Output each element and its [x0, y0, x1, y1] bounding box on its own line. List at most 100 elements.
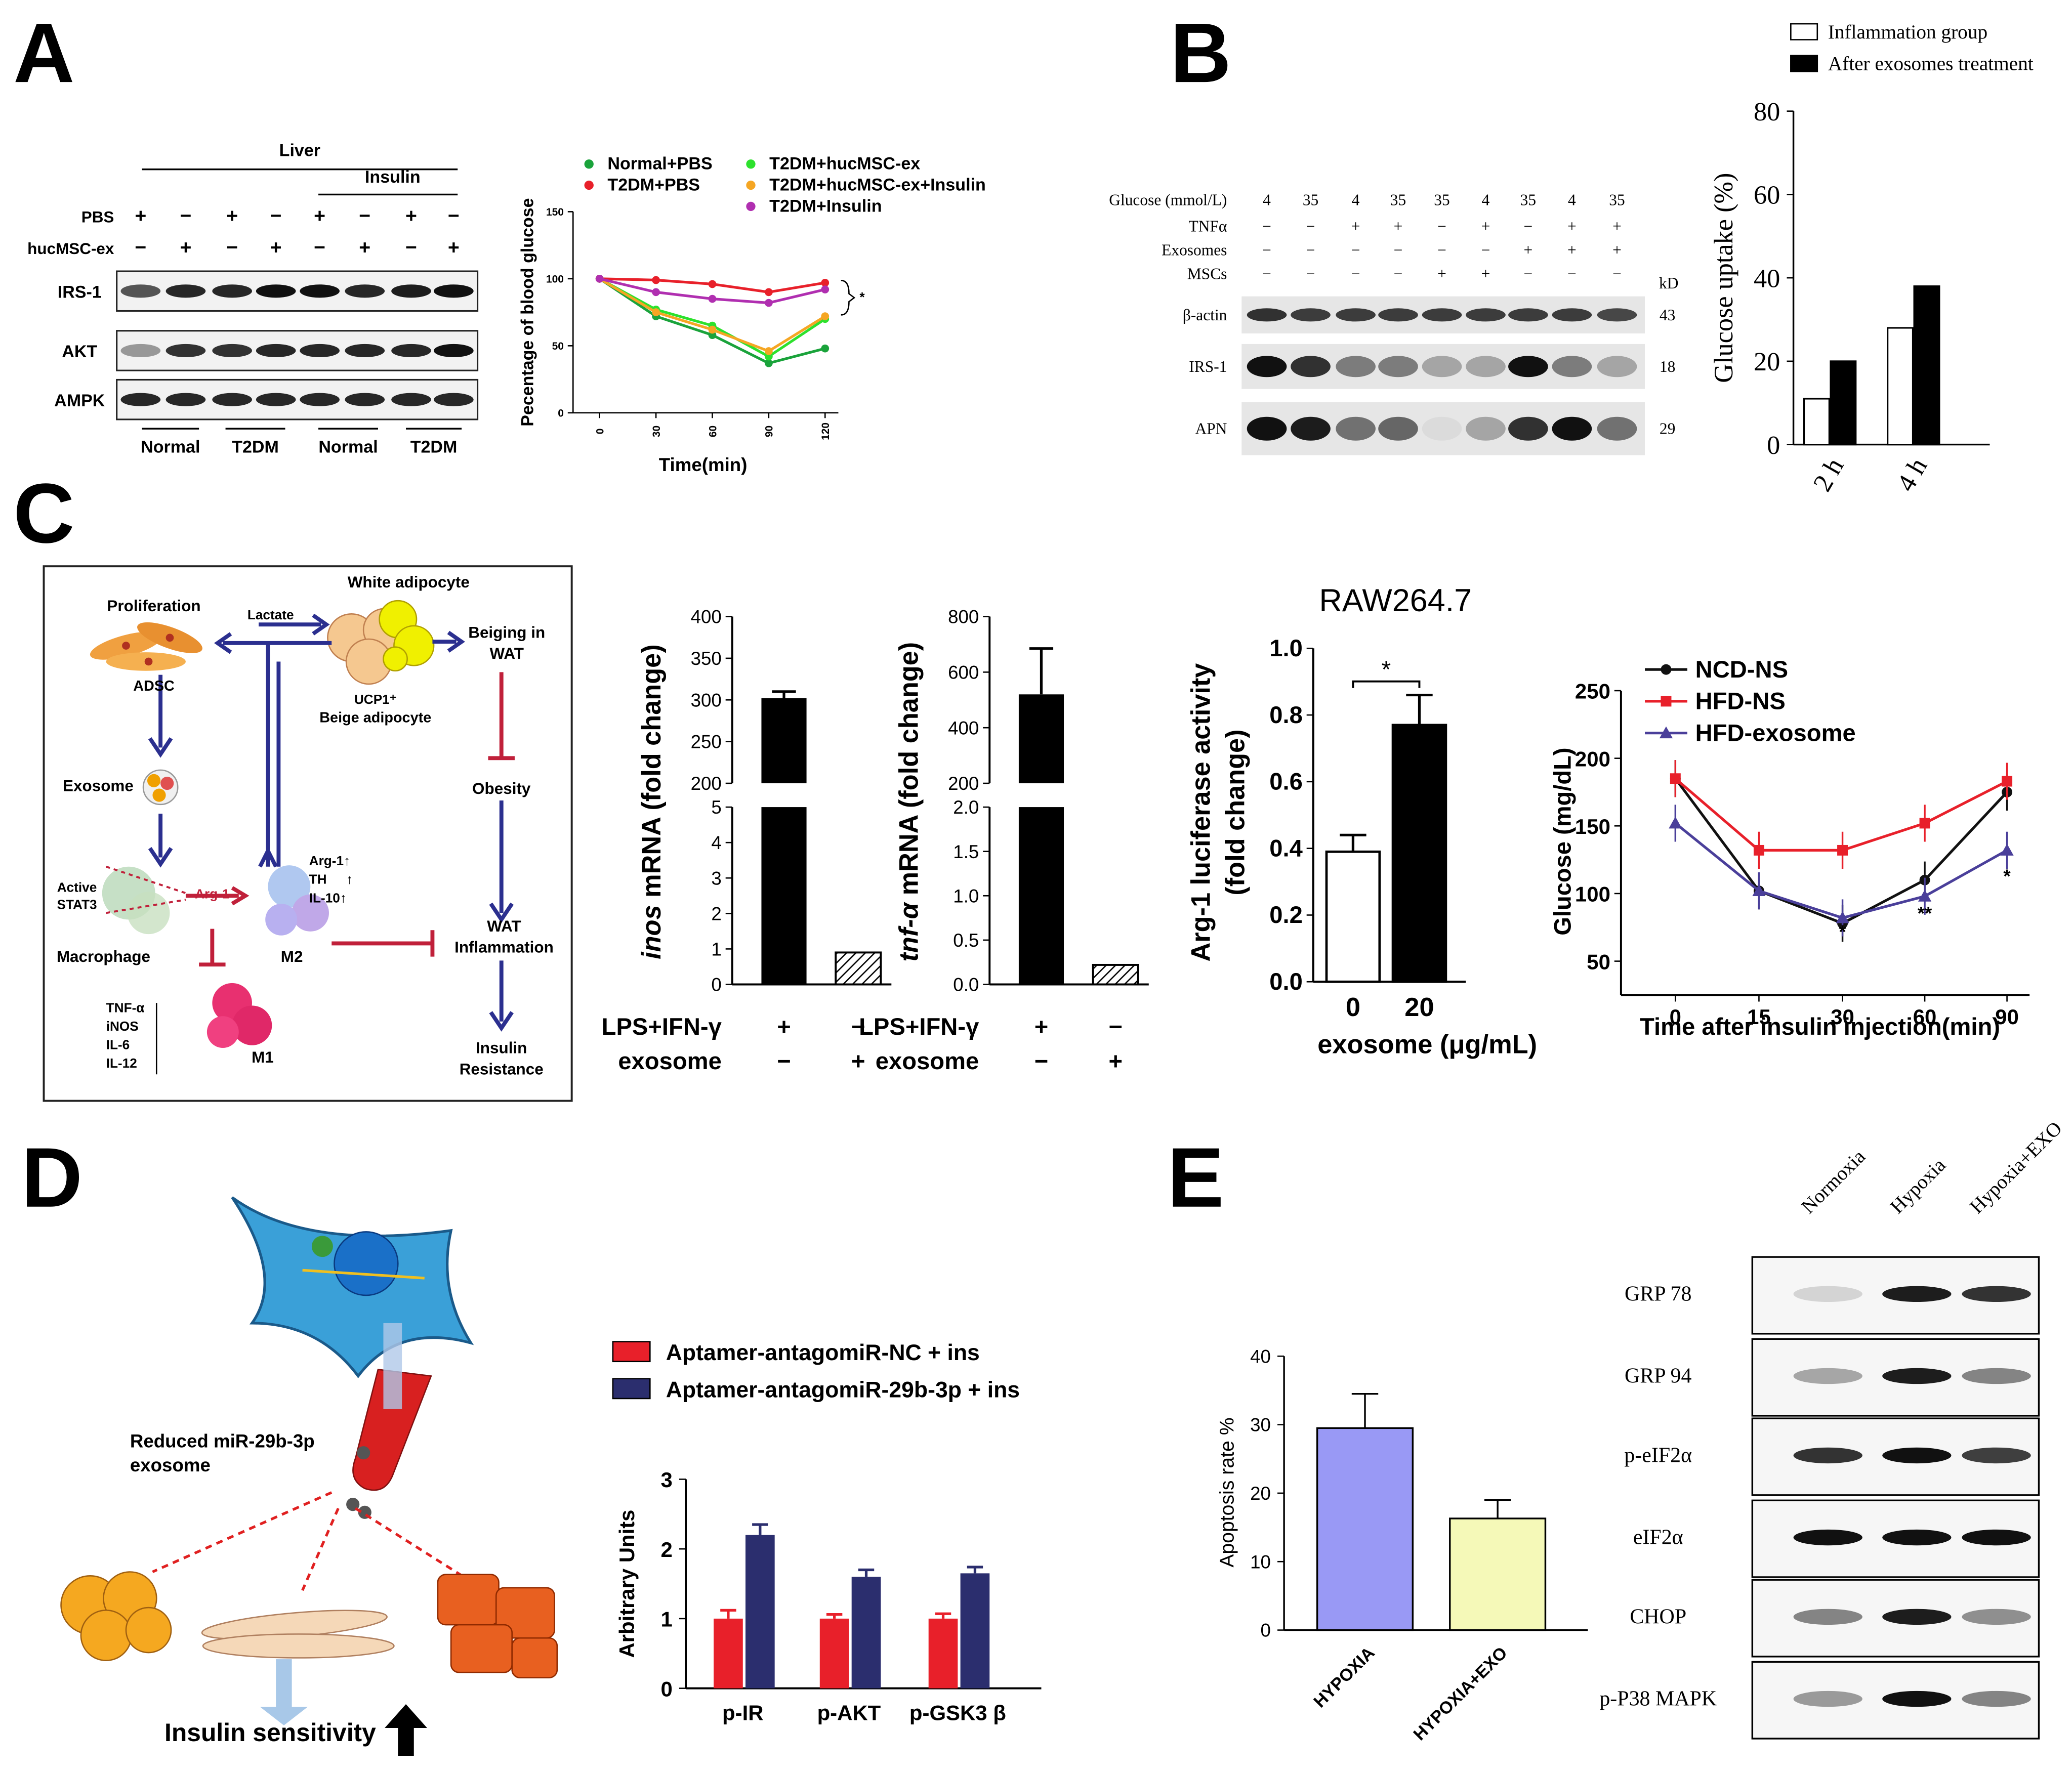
white-adipocyte-label: White adipocyte	[348, 573, 470, 591]
a-band-IRS-1	[212, 284, 252, 298]
legend-marker	[584, 180, 594, 190]
x-tick-label: 0	[1670, 1005, 1681, 1029]
liver-header: Liver	[279, 141, 320, 160]
data-point	[1752, 884, 1766, 897]
band-label: APN	[1195, 420, 1227, 438]
y-tick-label: 0	[558, 408, 564, 419]
hucmsc-sign: −	[135, 236, 146, 259]
condition-sign: 35	[1303, 191, 1318, 208]
condition-sign: −	[1394, 265, 1403, 283]
series-line-HFD-exosome	[1674, 822, 2008, 919]
bar-treated-lower	[1018, 807, 1064, 985]
series-line-HFD-NS	[1674, 777, 2008, 852]
row-sign: +	[1034, 1013, 1049, 1040]
pbs-row-label: PBS	[81, 208, 114, 226]
y-tick-label: 4	[711, 832, 721, 853]
group-label: T2DM	[232, 437, 279, 456]
b-band-IRS-1	[1422, 356, 1462, 377]
muscle-cells	[201, 1610, 395, 1659]
condition-sign: −	[1524, 265, 1533, 283]
condition-sign: 35	[1520, 191, 1536, 208]
inhibition-arrows	[185, 672, 515, 967]
y-tick-label: 40	[1754, 264, 1780, 293]
y-tick-label: 0.4	[1269, 834, 1303, 861]
condition-sign: −	[1351, 265, 1360, 283]
condition-sign: 35	[1390, 191, 1406, 208]
m2-marker-arg1: Arg-1↑	[309, 853, 350, 868]
y-tick-label: 2.0	[953, 797, 979, 818]
band-label: eIF2α	[1633, 1526, 1683, 1549]
x-tick-label: 30	[1831, 1005, 1854, 1029]
pbs-sign: +	[314, 204, 325, 227]
a-band-AMPK	[212, 393, 252, 406]
y-tick-label: 20	[1250, 1483, 1271, 1504]
condition-label: Exosomes	[1162, 241, 1227, 259]
x-tick-label: 0	[1346, 993, 1360, 1022]
row-label: exosome	[618, 1047, 721, 1074]
legend-label: HFD-NS	[1695, 688, 1786, 714]
b-band-IRS-1	[1247, 356, 1287, 377]
chart-title: RAW264.7	[1319, 583, 1472, 618]
y-tick-label: 50	[1587, 950, 1610, 974]
y-tick-label: 200	[948, 773, 979, 794]
exosome-label: Exosome	[63, 777, 134, 795]
bar-After exosomes treatment	[1830, 360, 1857, 446]
legend-label: HFD-exosome	[1695, 719, 1856, 746]
pbs-sign: +	[405, 204, 417, 227]
a-band-IRS-1	[256, 284, 296, 298]
band-label: p-P38 MAPK	[1599, 1687, 1717, 1711]
b-band-β-actin	[1378, 308, 1418, 322]
bar-20	[1391, 724, 1447, 983]
insulin-label-1: Insulin	[476, 1039, 527, 1057]
e-band-CHOP	[1882, 1609, 1952, 1625]
e-band-p-eIF2α	[1793, 1447, 1862, 1464]
bar-exosome	[1092, 963, 1139, 986]
a-band-IRS-1	[391, 284, 431, 298]
x-tick-label: p-GSK3 β	[909, 1701, 1006, 1724]
condition-sign: +	[1612, 218, 1622, 235]
hucmsc-sign: −	[314, 236, 325, 259]
y-axis-label: Glucose (mg/dL)	[1549, 747, 1576, 935]
panel-c-tnf-chart: 200 400 600 800 0.0 0.5 1.0 1.5 2.0 tnf-α mRNA (f…	[859, 607, 1149, 1074]
a-band-AKT	[345, 344, 385, 358]
legend-swatch	[612, 1341, 651, 1363]
ucp1-label: UCP1⁺	[354, 692, 397, 707]
condition-sign: +	[1612, 241, 1622, 259]
y-tick-label: 200	[1575, 747, 1610, 771]
condition-sign: −	[1437, 218, 1446, 235]
y-tick-label: 3	[711, 868, 721, 889]
a-band-AMPK	[434, 393, 474, 406]
y-axis-label: tnf-α mRNA (fold change)	[895, 642, 924, 962]
b-band-APN	[1552, 416, 1592, 441]
band-label: CHOP	[1630, 1606, 1686, 1629]
row-sign: −	[777, 1047, 791, 1074]
panel-label-d: D	[21, 1130, 82, 1225]
y-tick-label: 150	[546, 206, 564, 218]
y-tick-label: 80	[1754, 97, 1780, 126]
bar-p-GSK3 β	[960, 1573, 990, 1688]
legend-label: T2DM+hucMSC-ex+Insulin	[769, 176, 986, 195]
condition-sign: 4	[1482, 191, 1490, 208]
significance-star: *	[2003, 866, 2011, 887]
panel-label-b: B	[1170, 5, 1231, 100]
beige-label: Beige adipocyte	[319, 710, 431, 726]
bar-p-IR	[745, 1535, 775, 1688]
b-band-IRS-1	[1291, 356, 1331, 377]
x-tick-label: 90	[764, 426, 775, 437]
condition-sign: +	[1567, 218, 1577, 235]
y-tick-label: 30	[1250, 1415, 1271, 1436]
reduced-mir-label-2: exosome	[130, 1455, 211, 1475]
hucmsc-sign: +	[448, 236, 460, 259]
a-band-IRS-1	[300, 284, 340, 298]
legend-marker	[584, 159, 594, 169]
stat3-label: STAT3	[57, 897, 97, 912]
condition-sign: −	[1306, 241, 1315, 259]
diagram-arrows	[148, 613, 514, 1032]
a-band-AMPK	[300, 393, 340, 406]
macrophage-cells	[102, 865, 329, 936]
reduced-mir-label-1: Reduced miR-29b-3p	[130, 1431, 315, 1452]
row-label: LPS+IFN-γ	[602, 1013, 722, 1040]
b-band-β-actin	[1336, 308, 1376, 322]
legend-marker	[746, 180, 756, 190]
